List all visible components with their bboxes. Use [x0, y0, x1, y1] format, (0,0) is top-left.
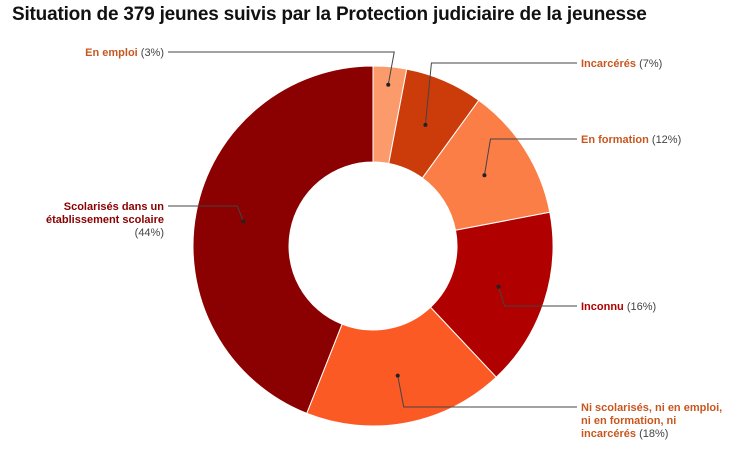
slice-inconnu — [429, 211, 554, 378]
leader-dot-incarceres — [423, 122, 428, 127]
label-en-formation: En formation (12%) — [581, 134, 681, 146]
leader-dot-scolarises — [241, 219, 246, 224]
slice-ni-scolarises — [306, 306, 497, 427]
label-scolarises: Scolarisés dans un établissement scolaire… — [46, 201, 164, 239]
leader-dot-en-formation — [482, 173, 487, 178]
leader-line-ni-scolarises — [397, 375, 577, 408]
slice-scolarises — [192, 65, 374, 415]
label-en-emploi: En emploi (3%) — [85, 47, 164, 59]
leader-line-incarceres — [424, 62, 577, 125]
label-inconnu: Inconnu (16%) — [581, 301, 656, 313]
leader-dot-en-emploi — [386, 82, 391, 87]
leader-line-scolarises — [168, 205, 244, 222]
leader-dot-ni-scolarises — [395, 373, 400, 378]
leader-line-en-formation — [483, 138, 577, 176]
label-ni-scolarises: Ni scolarisés, ni en emploi, ni en format… — [581, 402, 722, 440]
leader-line-en-emploi — [168, 51, 395, 85]
leader-dot-inconnu — [496, 284, 501, 289]
label-incarceres: Incarcérés (7%) — [581, 58, 662, 70]
chart-title: Situation de 379 jeunes suivis par la Pr… — [12, 4, 647, 25]
leader-line-inconnu — [498, 286, 577, 307]
